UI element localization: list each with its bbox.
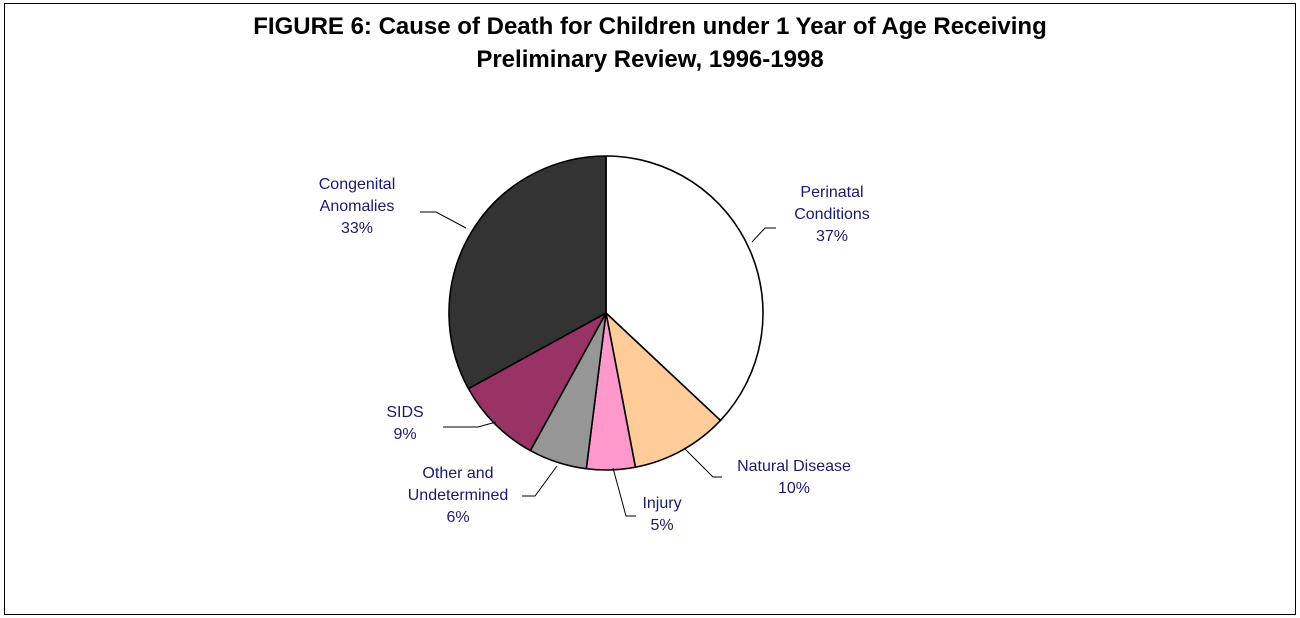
pie-slice-natural-disease <box>605 312 722 469</box>
chart-title: FIGURE 6: Cause of Death for Children un… <box>0 10 1300 76</box>
slice-name-congenital-anomalies: Anomalies <box>320 198 395 215</box>
slice-name-injury: Injury <box>642 495 681 512</box>
slice-label-injury: Injury 5% <box>642 495 681 534</box>
pie-slice-perinatal-conditions <box>605 155 764 422</box>
leader-line-sids <box>443 421 497 428</box>
slice-value-perinatal-conditions: 37% <box>816 228 848 245</box>
pie-slices <box>448 155 764 471</box>
slice-name-perinatal-conditions: Conditions <box>794 206 870 223</box>
leader-line-natural-disease <box>683 447 722 478</box>
slice-name-other-and-undetermined: Other and <box>422 465 493 482</box>
slice-label-sids: SIDS 9% <box>386 404 423 443</box>
slice-name-natural-disease: Natural Disease <box>737 458 851 475</box>
chart-title-line-2: Preliminary Review, 1996-1998 <box>476 46 824 73</box>
slice-label-perinatal-conditions: Perinatal Conditions 37% <box>794 184 870 245</box>
slice-value-sids: 9% <box>393 426 416 443</box>
leader-line-injury <box>612 467 636 517</box>
slice-name-congenital-anomalies: Congenital <box>319 176 396 193</box>
slice-label-other-and-undetermined: Other and Undetermined 6% <box>408 465 509 526</box>
slice-value-injury: 5% <box>650 517 673 534</box>
slice-name-sids: SIDS <box>386 404 423 421</box>
slice-label-congenital-anomalies: Congenital Anomalies 33% <box>319 176 396 237</box>
chart-title-line-1: FIGURE 6: Cause of Death for Children un… <box>253 13 1047 40</box>
slice-name-perinatal-conditions: Perinatal <box>800 184 863 201</box>
leader-line-perinatal-conditions <box>751 227 776 243</box>
leader-line-congenital-anomalies <box>420 211 467 229</box>
pie-slice-sids <box>467 312 607 452</box>
leader-lines <box>420 211 776 517</box>
pie-slice-congenital-anomalies <box>448 155 607 390</box>
leader-line-other-and-undetermined <box>522 465 558 497</box>
slice-labels: Perinatal Conditions 37% Natural Disease 10%… <box>319 176 870 534</box>
slice-name-other-and-undetermined: Undetermined <box>408 487 509 504</box>
slice-value-congenital-anomalies: 33% <box>341 220 373 237</box>
slice-label-natural-disease: Natural Disease 10% <box>737 458 851 497</box>
slice-value-natural-disease: 10% <box>778 480 810 497</box>
slice-value-other-and-undetermined: 6% <box>446 509 469 526</box>
